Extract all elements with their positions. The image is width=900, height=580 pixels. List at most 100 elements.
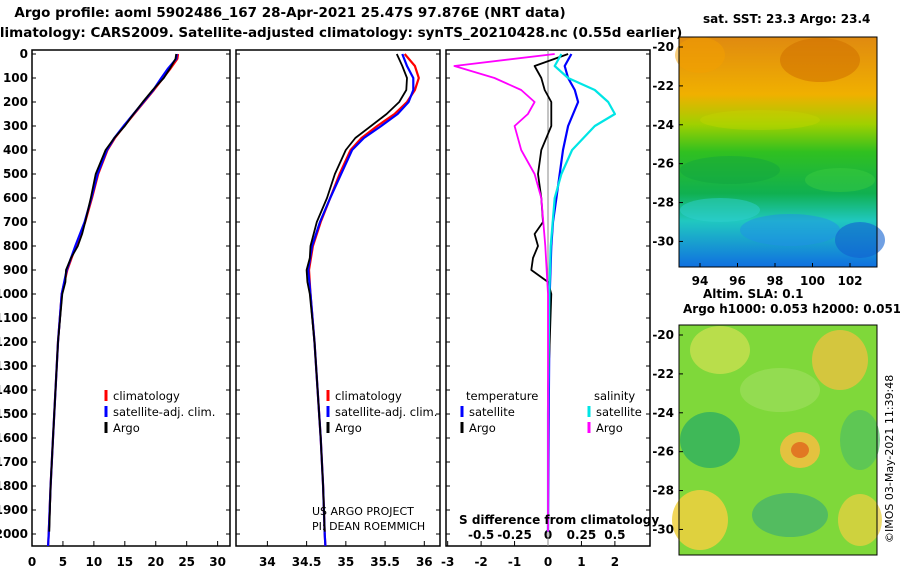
salinity-profile-series <box>305 53 420 546</box>
sla-patch <box>840 410 880 470</box>
project-credit: US ARGO PROJECT <box>312 505 414 518</box>
lon-tick-label: 96 <box>729 274 746 288</box>
sst-map-frame <box>678 36 878 268</box>
depth-tick-label: 1200 <box>0 335 28 349</box>
depth-tick-label: 800 <box>3 239 28 253</box>
lon-tick-label: 100 <box>800 274 825 288</box>
salinity-panel-frame <box>235 49 441 547</box>
x-tick-label: 15 <box>116 555 133 569</box>
s-diff-tick-label: -0.5 <box>468 528 494 542</box>
depth-tick-label: 1400 <box>0 383 28 397</box>
lat-tick-label: -20 <box>652 40 674 54</box>
lat-tick-label: -30 <box>652 522 674 536</box>
sst-lat-axis: -20 -22 -24 -26 -28 -30 <box>652 40 683 248</box>
depth-tick-label: 1000 <box>0 287 28 301</box>
depth-tick-label: 1600 <box>0 431 28 445</box>
depth-tick-label: 200 <box>3 95 28 109</box>
x-tick-label: 5 <box>59 555 67 569</box>
sst-map-title: sat. SST: 23.3 Argo: 23.4 <box>703 12 870 26</box>
sst-lon-axis: 94 96 98 100 102 <box>692 263 863 288</box>
sst-map: sat. SST: 23.3 Argo: 23.4 -20-22-24-26-2… <box>652 12 885 288</box>
series-line-salinity-satellite <box>546 53 617 532</box>
depth-tick-label: 500 <box>3 167 28 181</box>
pi-credit: PI: DEAN ROEMMICH <box>312 520 425 533</box>
series-line-argo <box>48 53 178 532</box>
series-line-salinity-argo <box>453 53 555 532</box>
difference-x-axis: -3 -2 -1 0 1 2 <box>441 541 619 569</box>
temperature-x-axis: 0 5 10 15 20 25 30 <box>28 541 226 569</box>
x-tick-label: -1 <box>508 555 521 569</box>
sst-patch <box>680 156 780 184</box>
lat-tick-label: -22 <box>652 367 674 381</box>
x-tick-label: 20 <box>147 555 164 569</box>
difference-legend: temperature salinity satellite Argo sate… <box>459 389 659 527</box>
legend-salinity-heading: salinity <box>594 389 635 403</box>
sla-patch <box>690 326 750 374</box>
sla-map: Altim. SLA: 0.1 Argo h1000: 0.053 h2000:… <box>652 287 900 556</box>
salinity-x-axis: 34 34.5 35 35.5 36 <box>259 541 433 569</box>
lat-tick-label: -28 <box>652 484 674 498</box>
x-tick-label: 30 <box>209 555 226 569</box>
x-tick-label: 36 <box>416 555 433 569</box>
legend-argo-label: Argo <box>335 421 362 435</box>
legend-climatology-label: climatology <box>113 389 180 403</box>
legend-temp-argo-label: Argo <box>469 421 496 435</box>
depth-tick-label: 700 <box>3 215 28 229</box>
depth-tick-label: 1900 <box>0 503 28 517</box>
series-line-satellite-adj-clim- <box>47 53 178 546</box>
depth-tick-label: 300 <box>3 119 28 133</box>
x-tick-label: 0 <box>544 555 552 569</box>
x-tick-label: 1 <box>577 555 585 569</box>
series-line-argo <box>305 53 408 532</box>
temperature-legend: climatology satellite-adj. clim. Argo <box>104 389 215 435</box>
legend-sal-argo-label: Argo <box>596 421 623 435</box>
sla-patch <box>672 490 728 550</box>
sla-patch <box>791 442 809 458</box>
legend-temperature-heading: temperature <box>466 389 538 403</box>
sst-patch <box>675 37 725 73</box>
legend-sal-satellite-label: satellite <box>596 405 642 419</box>
x-tick-label: -2 <box>474 555 487 569</box>
climatology-title: Climatology: CARS2009. Satellite-adjuste… <box>0 25 683 41</box>
sst-patch <box>700 110 820 130</box>
sst-patch <box>680 198 760 222</box>
series-line-temperature-satellite <box>546 53 580 532</box>
sla-patch <box>812 330 868 390</box>
depth-tick-label: 0 <box>20 47 28 61</box>
lon-tick-label: 102 <box>837 274 862 288</box>
s-diff-tick-label: -0.25 <box>497 528 532 542</box>
lon-tick-label: 94 <box>692 274 709 288</box>
sst-patch <box>740 214 840 246</box>
temperature-panel-frame <box>31 49 231 547</box>
depth-tick-label: 1700 <box>0 455 28 469</box>
lat-tick-label: -24 <box>652 406 674 420</box>
sla-patch <box>752 493 828 537</box>
lat-tick-label: -30 <box>652 234 674 248</box>
x-tick-label: 35 <box>337 555 354 569</box>
lat-tick-label: -22 <box>652 79 674 93</box>
x-tick-label: 25 <box>178 555 195 569</box>
sst-patch <box>805 168 875 192</box>
series-line-satellite-adj-clim- <box>307 53 415 546</box>
sla-lat-axis: -20 -22 -24 -26 -28 -30 <box>652 328 683 536</box>
legend-temp-satellite-label: satellite <box>469 405 515 419</box>
s-diff-tick-label: 0.5 <box>604 528 625 542</box>
lat-tick-label: -20 <box>652 328 674 342</box>
lat-tick-label: -26 <box>652 157 674 171</box>
depth-tick-label: 2000 <box>0 527 28 541</box>
depth-tick-label: 900 <box>3 263 28 277</box>
sla-map-title: Altim. SLA: 0.1 <box>703 287 804 301</box>
depth-axis: 0 100 200 300 400 500 600 700 800 900 1000 1100 1200… <box>0 47 650 541</box>
temperature-profile-series <box>47 53 180 546</box>
x-tick-label: 10 <box>86 555 103 569</box>
sla-patch <box>680 412 740 468</box>
depth-tick-label: 100 <box>3 71 28 85</box>
sla-patch <box>740 368 820 412</box>
s-diff-tick-label: 0.25 <box>567 528 597 542</box>
lat-tick-label: -24 <box>652 118 674 132</box>
lon-tick-label: 98 <box>767 274 784 288</box>
x-tick-label: -3 <box>441 555 454 569</box>
depth-tick-label: 1800 <box>0 479 28 493</box>
lat-tick-label: -28 <box>652 196 674 210</box>
